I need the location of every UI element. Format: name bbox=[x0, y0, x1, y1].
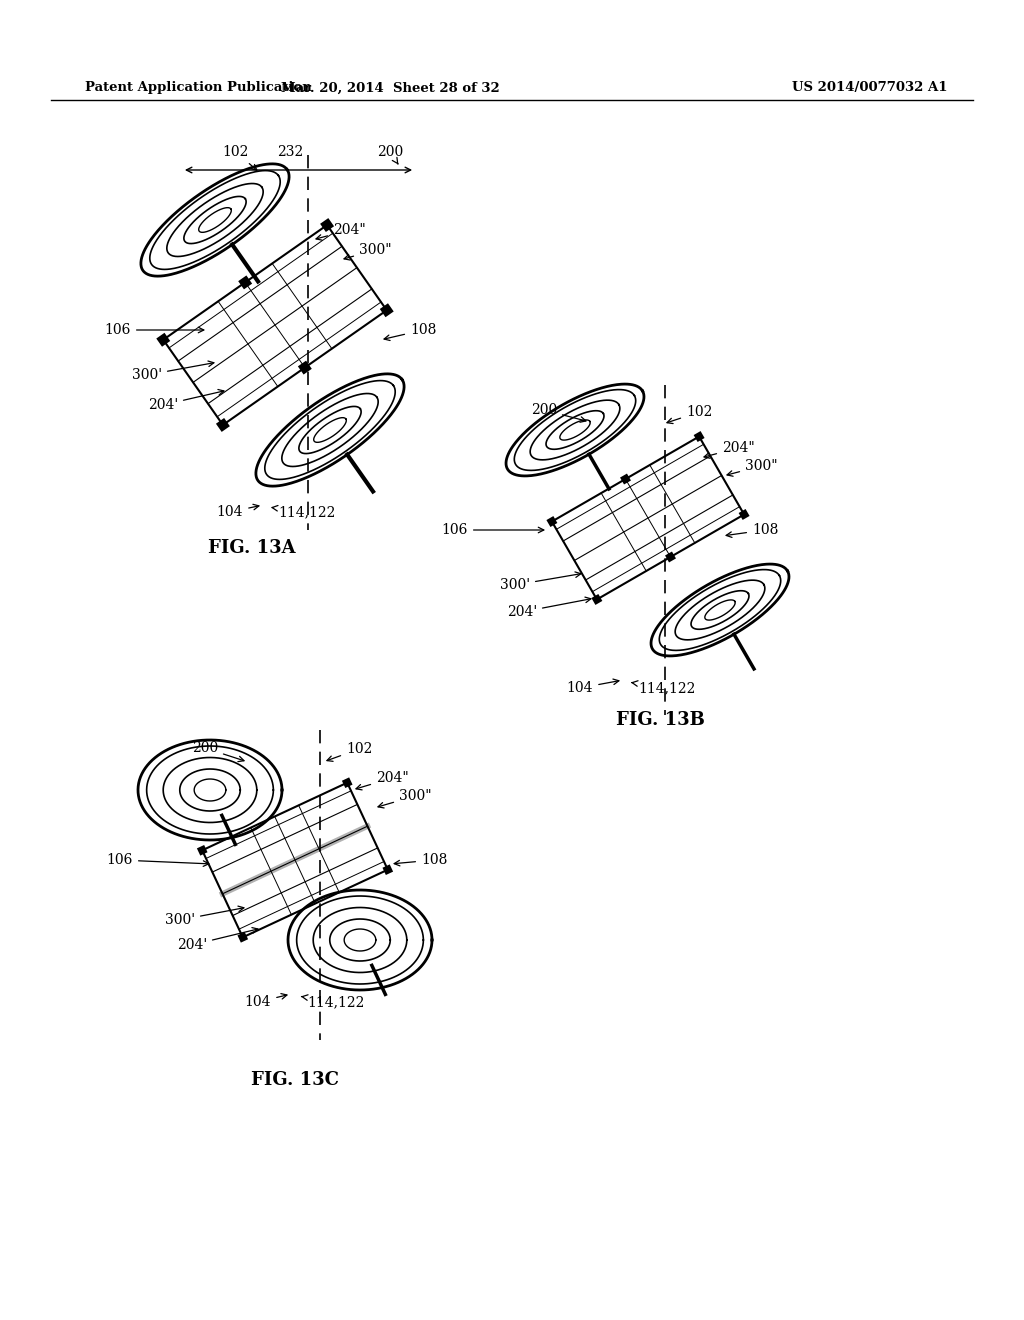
Text: FIG. 13A: FIG. 13A bbox=[208, 539, 296, 557]
Polygon shape bbox=[342, 777, 352, 788]
Polygon shape bbox=[298, 360, 311, 375]
Polygon shape bbox=[547, 516, 557, 527]
Text: Patent Application Publication: Patent Application Publication bbox=[85, 82, 311, 95]
Text: 102: 102 bbox=[327, 742, 373, 762]
Text: 104: 104 bbox=[217, 504, 259, 519]
Text: 204": 204" bbox=[316, 223, 366, 240]
Text: 300": 300" bbox=[378, 789, 432, 808]
Text: 114,122: 114,122 bbox=[272, 506, 336, 519]
Text: 106: 106 bbox=[441, 523, 544, 537]
Text: 106: 106 bbox=[106, 853, 209, 867]
Text: 102: 102 bbox=[667, 405, 713, 424]
Polygon shape bbox=[238, 932, 248, 942]
Polygon shape bbox=[197, 845, 208, 855]
Text: 300': 300' bbox=[132, 360, 214, 381]
Text: 200: 200 bbox=[377, 145, 403, 164]
Text: 108: 108 bbox=[384, 323, 436, 341]
Text: 300': 300' bbox=[500, 572, 581, 591]
Polygon shape bbox=[321, 218, 334, 232]
Text: 108: 108 bbox=[394, 853, 447, 867]
Text: 204': 204' bbox=[177, 928, 258, 952]
Polygon shape bbox=[380, 304, 393, 317]
Text: 108: 108 bbox=[726, 523, 778, 537]
Text: 204": 204" bbox=[705, 441, 755, 458]
Text: 200: 200 bbox=[530, 403, 586, 422]
Text: 300": 300" bbox=[727, 459, 777, 477]
Text: 114,122: 114,122 bbox=[632, 681, 695, 696]
Text: 106: 106 bbox=[104, 323, 204, 337]
Text: Mar. 20, 2014  Sheet 28 of 32: Mar. 20, 2014 Sheet 28 of 32 bbox=[281, 82, 500, 95]
Text: FIG. 13C: FIG. 13C bbox=[251, 1071, 339, 1089]
Polygon shape bbox=[239, 276, 252, 289]
Text: 204": 204" bbox=[356, 771, 409, 789]
Text: 300': 300' bbox=[165, 906, 244, 927]
Polygon shape bbox=[693, 432, 705, 442]
Polygon shape bbox=[157, 333, 170, 347]
Text: 104: 104 bbox=[245, 994, 287, 1008]
Polygon shape bbox=[216, 418, 229, 432]
Text: US 2014/0077032 A1: US 2014/0077032 A1 bbox=[793, 82, 948, 95]
Text: 114,122: 114,122 bbox=[301, 995, 365, 1008]
Text: 300": 300" bbox=[344, 243, 391, 260]
Text: 200: 200 bbox=[191, 741, 244, 762]
Polygon shape bbox=[592, 594, 602, 605]
Polygon shape bbox=[383, 865, 393, 875]
Text: 104: 104 bbox=[566, 678, 618, 696]
Text: 204': 204' bbox=[507, 597, 591, 619]
Polygon shape bbox=[665, 552, 676, 562]
Text: 232: 232 bbox=[276, 145, 303, 158]
Text: 204': 204' bbox=[147, 389, 224, 412]
Polygon shape bbox=[621, 474, 631, 484]
Polygon shape bbox=[738, 510, 750, 520]
Text: FIG. 13B: FIG. 13B bbox=[615, 711, 705, 729]
Text: 102: 102 bbox=[223, 145, 257, 170]
